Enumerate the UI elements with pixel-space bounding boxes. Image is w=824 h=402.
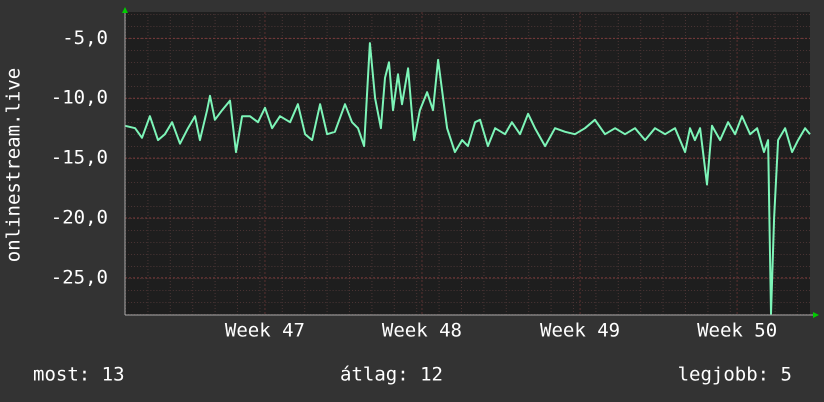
y-tick-label: -10,0 [51, 87, 108, 109]
y-arrow [122, 7, 128, 13]
footer-average: átlag: 12 [340, 364, 443, 386]
footer-best: legjobb: 5 [678, 364, 792, 386]
footer-current: most: 13 [33, 364, 125, 386]
y-tick-label: -5,0 [62, 27, 108, 49]
x-arrow [813, 312, 819, 318]
x-tick-label: Week 50 [697, 320, 777, 342]
y-tick-label: -15,0 [51, 147, 108, 169]
y-axis-label: onlinestream.live [3, 68, 25, 262]
data-line [124, 42, 811, 315]
y-tick-label: -20,0 [51, 206, 108, 228]
x-tick-label: Week 49 [540, 320, 620, 342]
minor-grid [125, 12, 810, 315]
x-tick-label: Week 47 [225, 320, 305, 342]
y-tick-label: -25,0 [51, 266, 108, 288]
x-tick-label: Week 48 [382, 320, 462, 342]
